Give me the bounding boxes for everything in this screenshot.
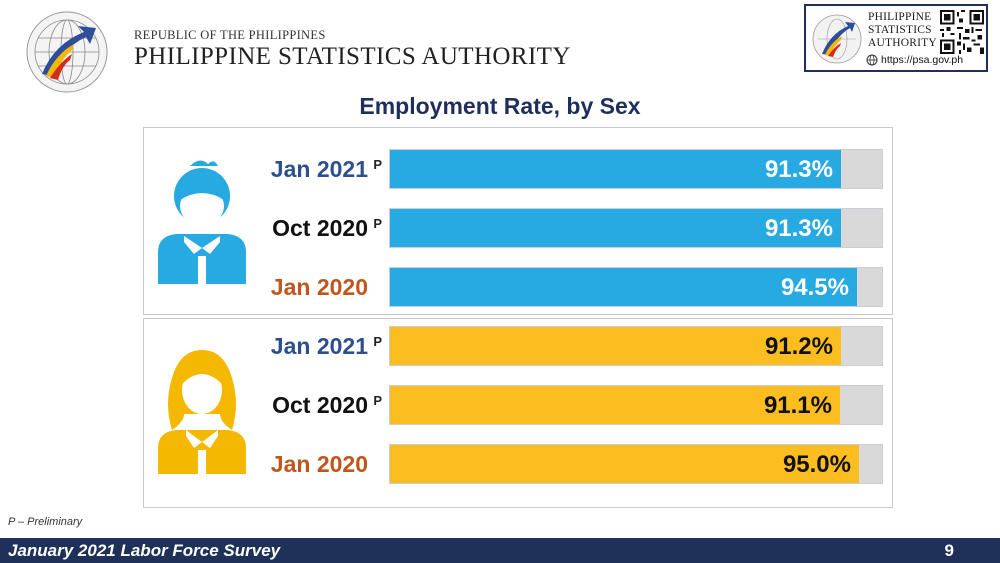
female-bar-track: 95.0% <box>389 444 883 484</box>
footer-bar: January 2021 Labor Force Survey 9 <box>0 538 1000 563</box>
male-row-label: Jan 2020 <box>250 273 390 301</box>
bar-value-label: 95.0% <box>782 451 851 478</box>
page-number: 9 <box>944 541 954 560</box>
male-row-label: Jan 2021 P <box>250 155 390 183</box>
psa-logo <box>26 11 108 93</box>
badge-line-3: AUTHORITY <box>868 37 937 49</box>
male-bar-track: 94.5% <box>389 267 883 307</box>
female-bar <box>390 445 859 483</box>
preliminary-marker: P <box>373 216 382 231</box>
female-row-label: Oct 2020 P <box>250 391 390 419</box>
qr-code-icon[interactable] <box>940 10 984 54</box>
male-bar <box>390 150 841 188</box>
period-label: Oct 2020 <box>272 215 368 241</box>
preliminary-marker: P <box>373 334 382 349</box>
female-bar-track: 91.2% <box>389 326 883 366</box>
preliminary-marker: P <box>373 393 382 408</box>
footnote: P – Preliminary <box>8 516 83 528</box>
female-row-label: Jan 2020 <box>250 450 390 478</box>
period-label: Jan 2021 <box>270 156 368 182</box>
psa-badge-logo <box>812 14 862 64</box>
badge-line-1: PHILIPPINE <box>868 11 932 23</box>
psa-badge[interactable]: PHILIPPINE STATISTICS AUTHORITY https://… <box>804 4 988 72</box>
bar-value-label: 94.5% <box>780 274 849 301</box>
republic-label: REPUBLIC OF THE PHILIPPINES <box>134 28 326 42</box>
male-bar-track: 91.3% <box>389 149 883 189</box>
male-bar-track: 91.3% <box>389 208 883 248</box>
female-bar <box>390 327 841 365</box>
bar-value-label: 91.2% <box>764 333 833 360</box>
female-person-icon <box>158 350 246 474</box>
footer-title: January 2021 Labor Force Survey <box>8 541 281 560</box>
male-bar <box>390 209 841 247</box>
bar-value-label: 91.3% <box>764 215 833 242</box>
period-label: Oct 2020 <box>272 392 368 418</box>
website-url: https://psa.gov.ph <box>881 54 964 66</box>
male-row-label: Oct 2020 P <box>250 214 390 242</box>
male-bar <box>390 268 857 306</box>
preliminary-marker: P <box>373 157 382 172</box>
bar-value-label: 91.1% <box>763 392 832 419</box>
globe-icon <box>866 54 878 66</box>
male-person-icon <box>158 160 246 284</box>
chart-title: Employment Rate, by Sex <box>359 93 641 119</box>
female-row-label: Jan 2021 P <box>250 332 390 360</box>
period-label: Jan 2021 <box>270 333 368 359</box>
agency-name: PHILIPPINE STATISTICS AUTHORITY <box>134 43 571 70</box>
period-label: Jan 2020 <box>270 451 368 477</box>
female-bar-track: 91.1% <box>389 385 883 425</box>
bar-value-label: 91.3% <box>764 156 833 183</box>
website-link[interactable]: https://psa.gov.ph <box>866 54 963 66</box>
period-label: Jan 2020 <box>270 274 368 300</box>
female-bar <box>390 386 840 424</box>
badge-line-2: STATISTICS <box>868 24 932 36</box>
